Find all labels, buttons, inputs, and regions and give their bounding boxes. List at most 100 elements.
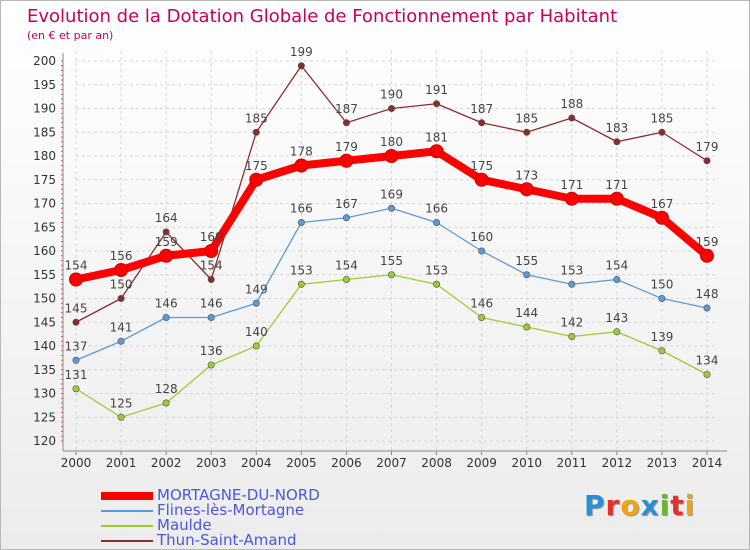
data-label: 167	[650, 197, 673, 211]
data-point	[429, 144, 444, 159]
data-point	[658, 294, 666, 302]
data-point	[342, 275, 350, 283]
axes	[61, 53, 727, 452]
data-point	[252, 128, 260, 136]
logo-letter: t	[670, 489, 685, 522]
data-label: 183	[605, 121, 628, 135]
x-tick-label: 2003	[196, 456, 227, 470]
data-label: 173	[515, 168, 538, 182]
data-labels: 154 156 159 160 175 178 179 180 181 175 173 171 171 1…	[65, 45, 719, 411]
data-label: 153	[290, 263, 313, 277]
data-label: 156	[110, 249, 133, 263]
data-point	[249, 172, 264, 187]
data-point	[162, 228, 170, 236]
data-point	[297, 62, 305, 70]
data-point	[117, 337, 125, 345]
data-label: 179	[335, 140, 358, 154]
legend-swatch	[101, 510, 153, 512]
x-tick-label: 2002	[151, 456, 182, 470]
data-label: 188	[560, 97, 583, 111]
data-label: 187	[470, 102, 493, 116]
y-tick-label: 200	[33, 54, 56, 68]
data-point	[564, 191, 579, 206]
data-point	[162, 399, 170, 407]
data-label: 153	[560, 263, 583, 277]
data-point	[162, 313, 170, 321]
y-tick-label: 170	[33, 197, 56, 211]
data-point	[207, 313, 215, 321]
x-tick-label: 2004	[241, 456, 272, 470]
x-tick-label: 2011	[557, 456, 588, 470]
data-label: 185	[650, 111, 673, 125]
data-label: 166	[425, 202, 448, 216]
y-tick-label: 165	[33, 220, 56, 234]
data-point	[207, 361, 215, 369]
data-point	[613, 328, 621, 336]
data-label: 150	[650, 278, 673, 292]
data-point	[114, 263, 129, 277]
data-point	[252, 342, 260, 350]
proxiti-logo: Proxiti	[584, 489, 695, 522]
data-point	[700, 248, 714, 263]
data-point	[342, 119, 350, 127]
x-tick-label: 2000	[61, 456, 92, 470]
data-label: 137	[65, 339, 88, 353]
chart-title: Evolution de la Dotation Globale de Fonc…	[27, 6, 618, 27]
data-label: 145	[65, 301, 88, 315]
data-label: 154	[65, 259, 88, 273]
data-label: 154	[335, 259, 358, 273]
data-point	[703, 370, 711, 378]
data-point	[658, 128, 666, 136]
x-tick-label: 2013	[647, 456, 678, 470]
y-tick-label: 190	[33, 102, 56, 116]
y-tick-label: 160	[33, 244, 56, 258]
data-point	[478, 247, 486, 255]
logo-letter: i	[684, 489, 696, 522]
data-point	[613, 138, 621, 146]
y-tick-label: 185	[33, 125, 56, 139]
legend-label: Thun-Saint-Amand	[157, 531, 297, 549]
legend-label: MORTAGNE-DU-NORD	[157, 486, 320, 504]
data-point	[523, 128, 531, 136]
x-tick-label: 2007	[376, 456, 407, 470]
data-label: 146	[200, 297, 223, 311]
y-tick-label: 175	[33, 173, 56, 187]
data-point	[433, 100, 441, 108]
data-label: 144	[515, 306, 538, 320]
x-axis-ticks: 2000 2001 2002 2003 2004 2005 2006 2007 2008 2009…	[61, 451, 722, 470]
logo-letter: i	[659, 489, 671, 522]
data-point	[297, 219, 305, 227]
data-point	[297, 280, 305, 288]
logo-letter: P	[584, 489, 606, 522]
data-label: 136	[200, 344, 223, 358]
data-point	[117, 294, 125, 302]
legend-swatch	[101, 540, 153, 542]
data-label: 185	[245, 111, 268, 125]
logo-letter: x	[640, 489, 660, 522]
data-label: 148	[696, 287, 719, 301]
data-label: 125	[110, 396, 133, 410]
y-tick-label: 125	[33, 410, 56, 424]
x-tick-label: 2005	[286, 456, 317, 470]
data-point	[568, 332, 576, 340]
data-label: 169	[380, 187, 403, 201]
data-point	[72, 385, 80, 393]
y-tick-label: 180	[33, 149, 56, 163]
data-point	[387, 271, 395, 279]
logo-letter: o	[620, 489, 641, 522]
data-point	[433, 280, 441, 288]
data-point	[523, 271, 531, 279]
data-point	[159, 248, 174, 263]
y-tick-label: 130	[33, 387, 56, 401]
data-label: 166	[290, 202, 313, 216]
data-label: 154	[200, 259, 223, 273]
data-label: 160	[470, 230, 493, 244]
data-label: 154	[605, 259, 628, 273]
data-point	[654, 210, 669, 225]
data-label: 185	[515, 111, 538, 125]
data-point	[69, 272, 83, 287]
data-label: 171	[560, 178, 583, 192]
data-label: 142	[560, 316, 583, 330]
